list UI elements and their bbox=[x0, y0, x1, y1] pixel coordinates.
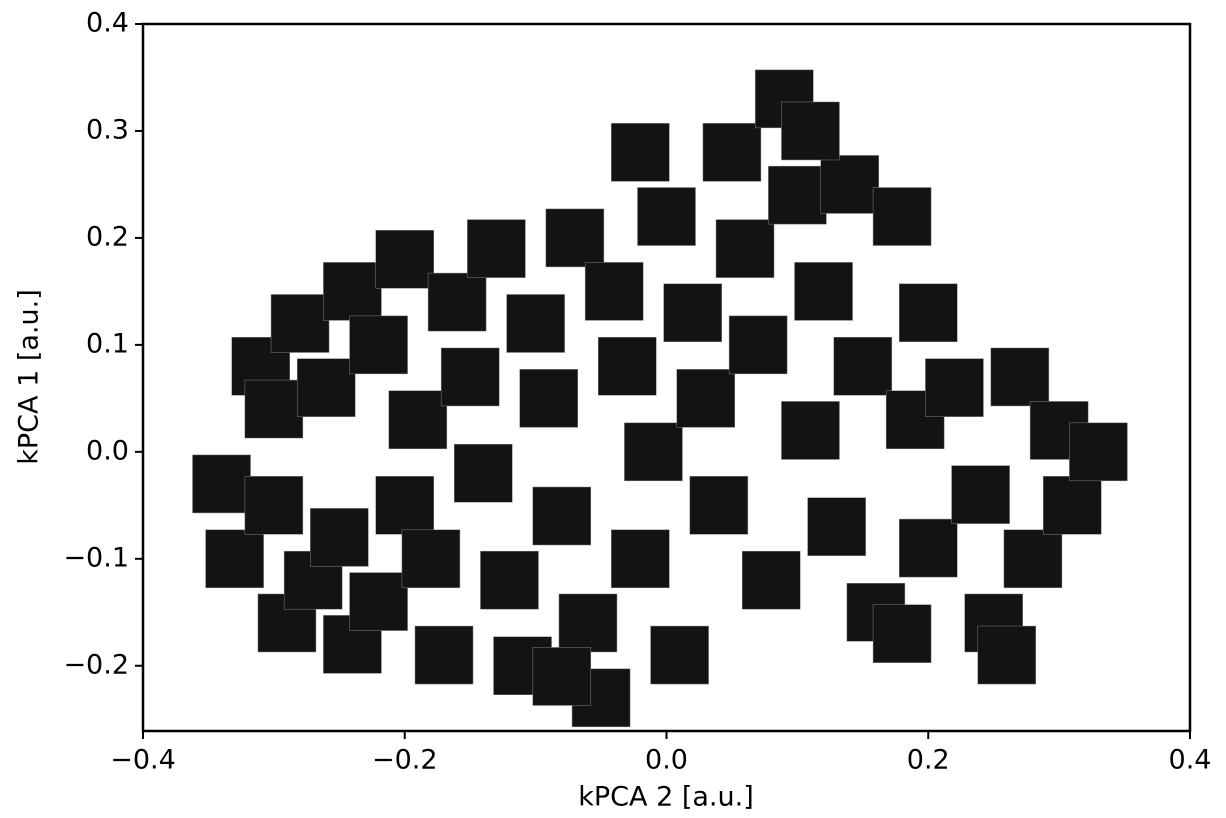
image-tile bbox=[375, 230, 434, 289]
image-tile bbox=[781, 401, 840, 460]
image-tile bbox=[349, 572, 408, 631]
image-tile bbox=[715, 219, 775, 278]
image-tile bbox=[1003, 529, 1063, 589]
plot-area bbox=[192, 69, 1128, 728]
image-tile bbox=[310, 508, 369, 567]
image-tile bbox=[624, 422, 683, 482]
y-tick-label: 0.4 bbox=[86, 8, 129, 39]
image-tile bbox=[584, 262, 644, 321]
image-tile bbox=[872, 604, 932, 663]
image-tile bbox=[375, 476, 434, 535]
image-tile bbox=[296, 358, 356, 417]
x-tick-label: −0.4 bbox=[110, 745, 176, 776]
image-tile bbox=[349, 315, 408, 375]
image-tile bbox=[1042, 476, 1102, 535]
image-tile bbox=[205, 529, 264, 589]
image-tile bbox=[820, 155, 879, 214]
image-tile bbox=[899, 283, 958, 343]
image-tile bbox=[323, 262, 382, 321]
x-tick-label: 0.4 bbox=[1169, 745, 1212, 776]
image-tile bbox=[833, 337, 893, 396]
y-axis-label: kPCA 1 [a.u.] bbox=[14, 289, 45, 464]
image-tile bbox=[519, 369, 578, 428]
image-tile bbox=[427, 272, 487, 332]
image-tile bbox=[990, 347, 1050, 407]
image-tile bbox=[244, 476, 304, 535]
image-tile bbox=[689, 476, 749, 535]
y-tick-label: 0.3 bbox=[86, 114, 129, 145]
image-tile bbox=[1069, 422, 1128, 482]
x-axis-label: kPCA 2 [a.u.] bbox=[578, 782, 753, 813]
x-tick-label: −0.2 bbox=[372, 745, 438, 776]
image-tile bbox=[532, 486, 592, 546]
image-tile bbox=[899, 518, 958, 578]
image-tile bbox=[388, 390, 448, 449]
image-tile bbox=[467, 219, 526, 278]
x-tick-label: 0.0 bbox=[645, 745, 688, 776]
image-tile bbox=[192, 454, 251, 514]
image-tile bbox=[781, 101, 840, 161]
image-tile bbox=[611, 123, 670, 182]
image-tile bbox=[597, 337, 657, 396]
y-tick-label: −0.1 bbox=[63, 542, 129, 573]
image-tile bbox=[532, 647, 592, 706]
image-tile bbox=[480, 550, 539, 610]
image-tile bbox=[506, 294, 565, 353]
image-tile bbox=[702, 123, 762, 182]
image-tile bbox=[794, 262, 853, 321]
image-tile bbox=[440, 347, 500, 407]
image-tile bbox=[676, 369, 736, 428]
y-tick-label: 0.1 bbox=[86, 328, 129, 359]
image-tile bbox=[807, 497, 866, 556]
image-tile bbox=[401, 529, 461, 589]
image-tile bbox=[872, 187, 932, 246]
image-tile bbox=[454, 443, 513, 503]
image-tile bbox=[925, 358, 984, 417]
y-tick-label: −0.2 bbox=[63, 649, 129, 680]
image-tile bbox=[728, 315, 788, 375]
image-tile bbox=[414, 625, 474, 685]
image-tile bbox=[768, 165, 827, 225]
image-tile bbox=[558, 593, 618, 653]
image-tile bbox=[741, 550, 801, 610]
image-tile bbox=[611, 529, 670, 589]
x-tick-label: 0.2 bbox=[907, 745, 950, 776]
image-tile bbox=[650, 625, 709, 685]
image-tile bbox=[951, 465, 1010, 524]
image-tile bbox=[270, 294, 330, 353]
image-tile bbox=[545, 208, 605, 268]
image-tile bbox=[637, 187, 696, 246]
y-tick-label: 0.2 bbox=[86, 221, 129, 252]
image-tile bbox=[977, 625, 1037, 685]
y-tick-label: 0.0 bbox=[86, 435, 129, 466]
image-tile bbox=[663, 283, 722, 343]
image-tile bbox=[244, 379, 304, 439]
